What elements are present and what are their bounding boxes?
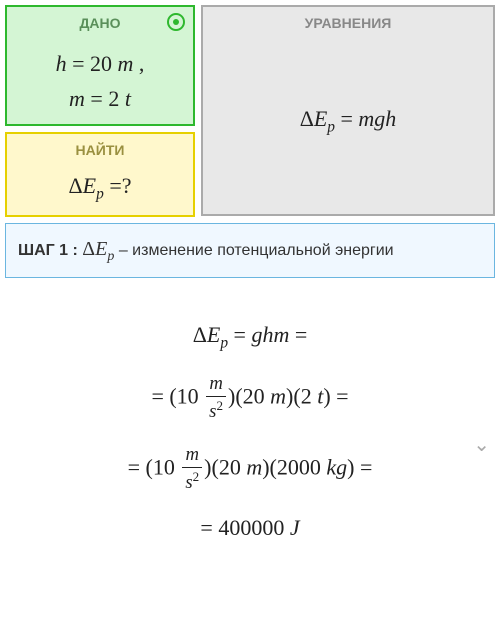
step-label: ШАГ 1 :	[18, 242, 78, 259]
equation-expression: ΔEp = mgh	[300, 106, 397, 136]
calculation-block: ΔEp = ghm = = (10 ms2)(20 m)(2 t) = = (1…	[5, 293, 495, 570]
chevron-down-icon[interactable]: ⌄	[473, 432, 490, 457]
given-line1: h = 20 m ,	[15, 46, 185, 81]
target-icon[interactable]	[167, 13, 185, 31]
step-description: – изменение потенциальной энергии	[119, 242, 394, 259]
calc-result: = 400000 J	[25, 514, 475, 543]
calc-line3: = (10 ms2)(20 m)(2000 kg) =	[25, 443, 475, 496]
step-text: ШАГ 1 : ΔEp – изменение потенциальной эн…	[18, 234, 482, 267]
equations-box: УРАВНЕНИЯ ΔEp = mgh	[201, 5, 495, 216]
find-box: НАЙТИ ΔEp =?	[5, 132, 195, 217]
find-expression: ΔEp =?	[15, 168, 185, 203]
given-box: ДАНО h = 20 m , m = 2 t	[5, 5, 195, 126]
find-title: НАЙТИ	[15, 142, 185, 158]
step-box: ШАГ 1 : ΔEp – изменение потенциальной эн…	[5, 223, 495, 278]
given-line2: m = 2 t	[15, 81, 185, 116]
given-title: ДАНО	[15, 15, 185, 31]
calc-line2: = (10 ms2)(20 m)(2 t) =	[25, 372, 475, 425]
calc-line1: ΔEp = ghm =	[25, 321, 475, 353]
equations-title: УРАВНЕНИЯ	[211, 15, 485, 31]
